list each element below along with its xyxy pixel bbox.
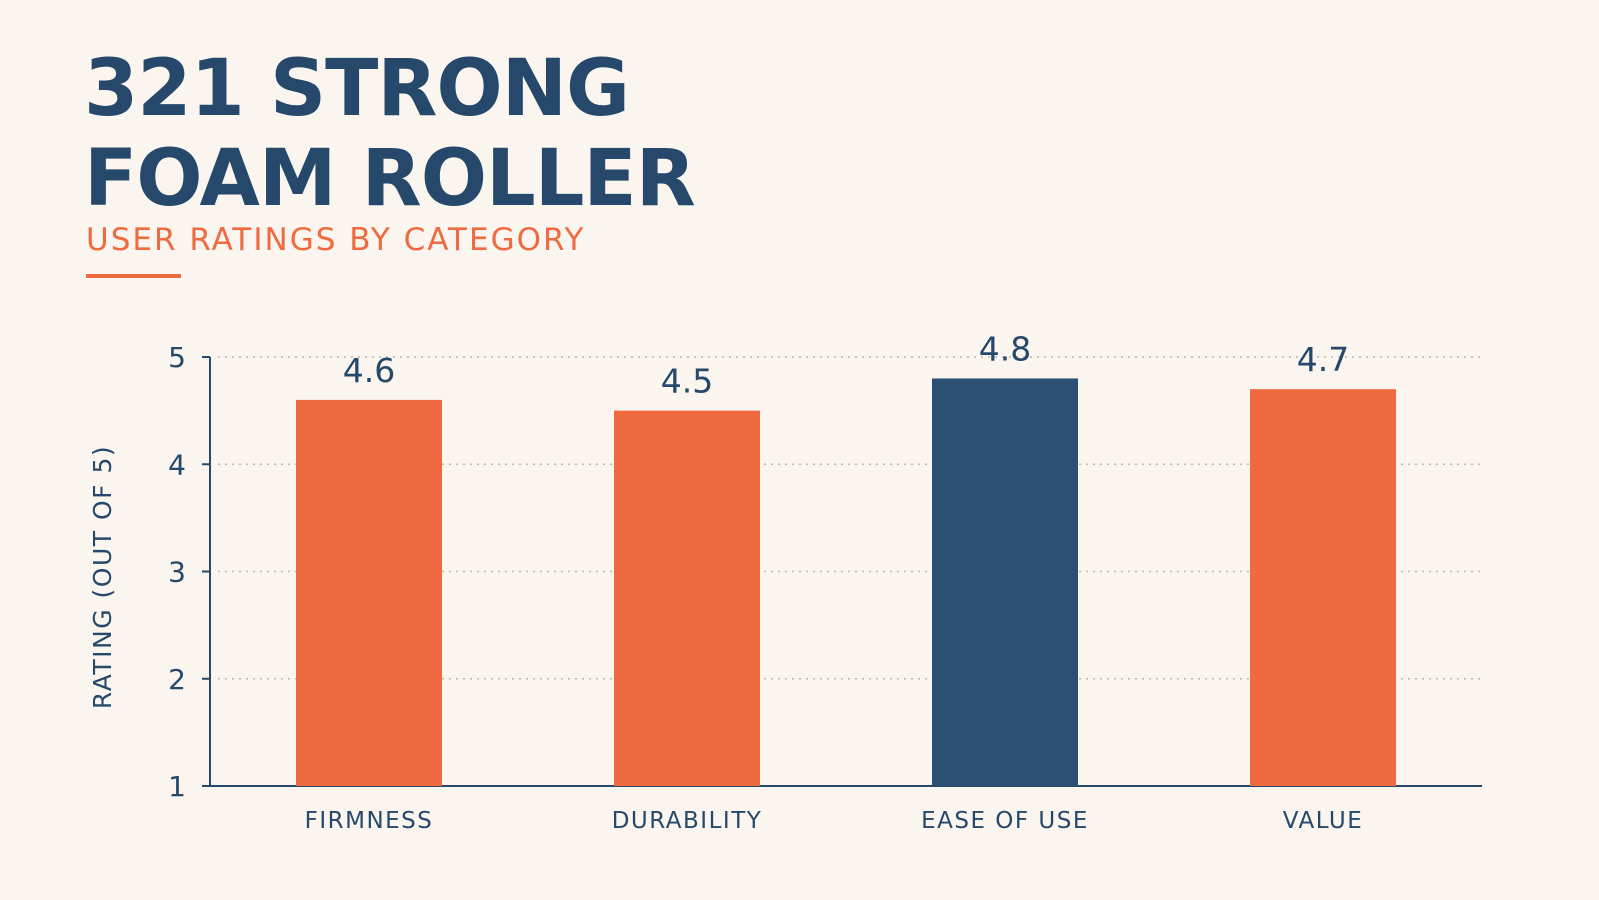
bars — [296, 378, 1396, 786]
x-category-label: VALUE — [1283, 808, 1364, 834]
x-category-label: EASE OF USE — [921, 808, 1089, 834]
bar-value-label: 4.8 — [979, 329, 1031, 368]
accent-rule — [86, 274, 181, 278]
y-tick-label: 1 — [168, 770, 186, 803]
bar-ease-of-use — [932, 378, 1078, 786]
bar-value-label: 4.5 — [661, 362, 713, 401]
title-line-1: 321 STRONG — [84, 44, 630, 134]
bar-value-label: 4.7 — [1297, 340, 1349, 379]
y-axis-title: RATING (OUT OF 5) — [88, 445, 117, 709]
y-tick-label: 3 — [168, 556, 186, 589]
bar-firmness — [296, 399, 442, 786]
title-line-2: FOAM ROLLER — [84, 134, 696, 224]
y-tick-label: 4 — [168, 448, 186, 481]
bar-durability — [614, 410, 760, 786]
labels: 1 2 3 4 5 4.6 FIRMNESS 4.5 DURABILITY 4.8 EASE OF … — [168, 329, 1364, 834]
chart-subtitle: USER RATINGS BY CATEGORY — [86, 222, 586, 258]
bar-value-label: 4.6 — [343, 351, 395, 390]
y-tick-label: 5 — [168, 341, 186, 374]
x-category-label: DURABILITY — [612, 808, 763, 834]
x-category-label: FIRMNESS — [305, 808, 434, 834]
bar-value — [1250, 389, 1396, 786]
y-tick-label: 2 — [168, 663, 186, 696]
chart-title: 321 STRONG FOAM ROLLER — [84, 44, 696, 224]
